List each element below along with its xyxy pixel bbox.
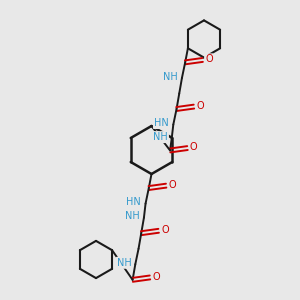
Text: O: O <box>161 225 169 235</box>
Text: HN: HN <box>154 118 169 128</box>
Text: NH: NH <box>164 72 178 82</box>
Text: O: O <box>205 54 213 64</box>
Text: O: O <box>196 101 204 111</box>
Text: O: O <box>169 180 176 190</box>
Text: NH: NH <box>117 258 132 268</box>
Text: HN: HN <box>126 197 141 207</box>
Text: NH: NH <box>153 132 168 142</box>
Text: NH: NH <box>125 211 140 221</box>
Text: O: O <box>152 272 160 282</box>
Text: O: O <box>190 142 198 152</box>
